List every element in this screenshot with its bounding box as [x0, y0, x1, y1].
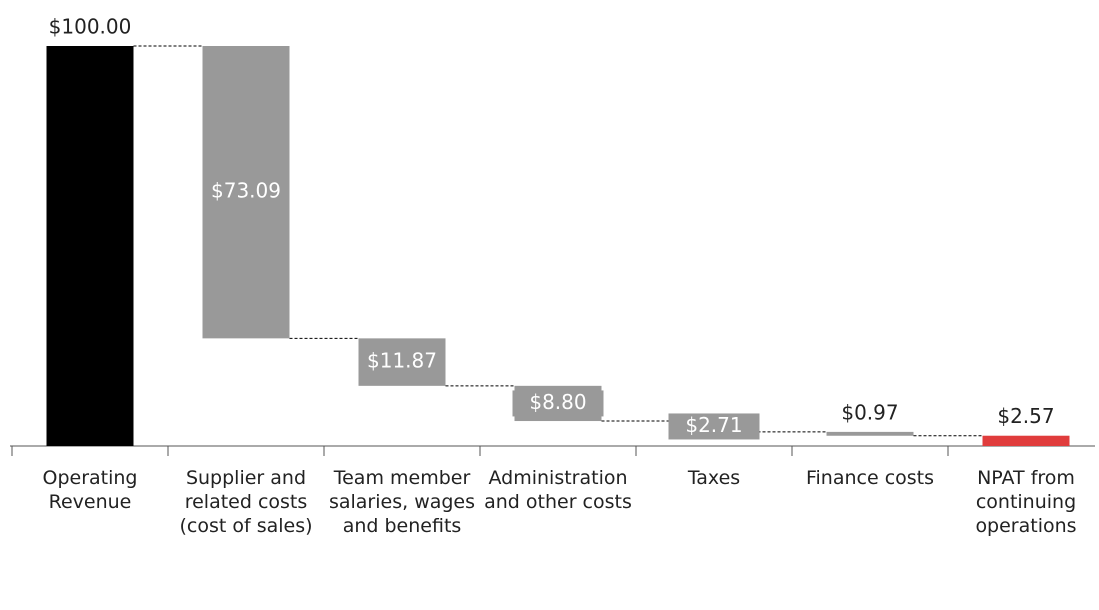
x-tick-label: Supplier and related costs (cost of sale…: [179, 467, 313, 537]
x-tick-label: Taxes: [687, 467, 741, 489]
data-label: $73.09: [211, 179, 281, 203]
data-label: $11.87: [367, 349, 437, 373]
x-tick-label: Administration and other costs: [484, 467, 632, 513]
data-label: $0.97: [841, 400, 898, 424]
data-label: $2.71: [685, 413, 742, 437]
x-tick-label: Team member salaries, wages and benefits: [328, 467, 476, 537]
data-label: $2.57: [997, 404, 1054, 428]
x-tick-label: Finance costs: [805, 467, 935, 489]
label-box: [512, 390, 604, 417]
data-label: $8.80: [529, 390, 586, 414]
bar: [202, 46, 290, 339]
x-tick-label: NPAT from continuing operations: [975, 467, 1077, 537]
bar: [46, 46, 134, 446]
bar: [982, 435, 1070, 446]
label-box: [668, 413, 760, 440]
data-label: $100.00: [49, 15, 132, 39]
x-tick-label: Operating Revenue: [42, 467, 138, 513]
bar: [826, 431, 914, 436]
bar: [358, 338, 446, 386]
